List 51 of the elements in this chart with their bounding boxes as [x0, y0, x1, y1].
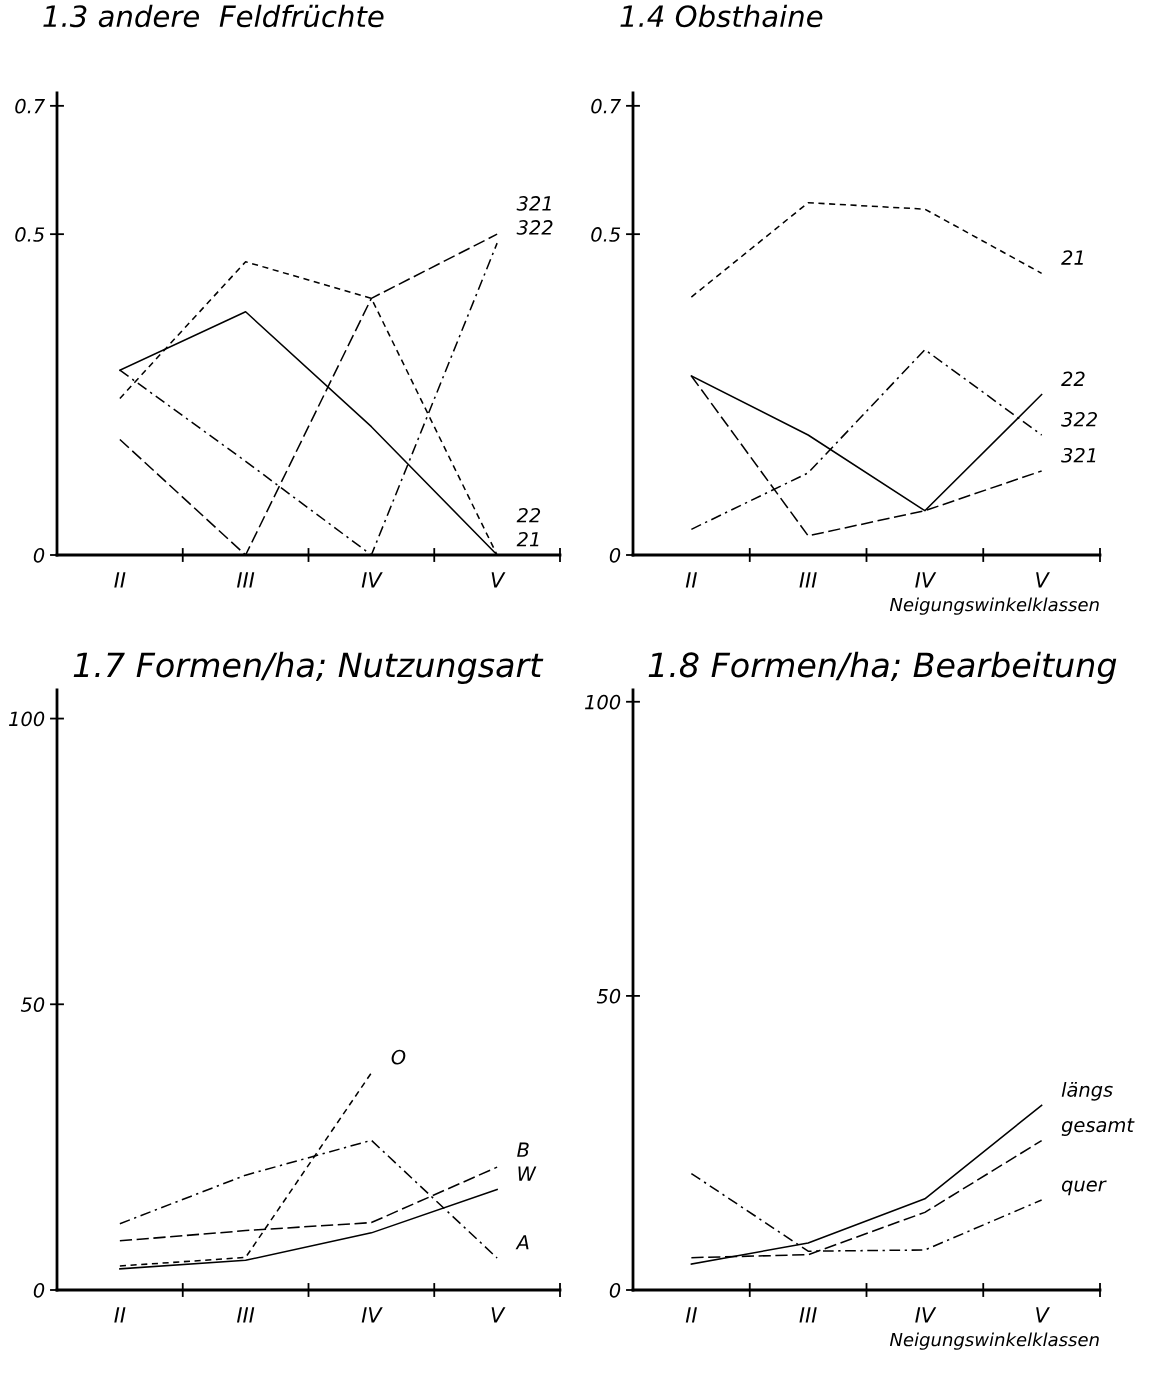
series-label: B: [517, 1142, 529, 1157]
series-label: 322: [1061, 411, 1097, 427]
series-label: 22: [1061, 371, 1085, 386]
x-tick-label: V: [1036, 572, 1050, 588]
series-label: 322: [516, 220, 553, 235]
y-tick-label: 0: [33, 1282, 45, 1298]
series-label: A: [515, 1235, 529, 1250]
chart-title: 1.4 Obsthaine: [620, 4, 823, 28]
x-tick-label: II: [685, 1307, 697, 1323]
x-tick-label: II: [114, 572, 126, 588]
x-tick-label: III: [236, 572, 255, 588]
series-label: 21: [516, 531, 539, 547]
x-axis-title: Neigungswinkelklassen: [889, 1332, 1099, 1350]
line-series: [690, 1104, 1043, 1265]
series-label: 321: [516, 196, 551, 211]
line-series: [690, 201, 1043, 298]
x-tick-label: III: [799, 1307, 817, 1323]
chart-title: 1.3 andere Feldfrüchte: [43, 4, 384, 28]
series-label: 22: [516, 507, 541, 523]
x-axis-title: Neigungswinkelklassen: [889, 597, 1099, 615]
chart-title: 1.8 Formen/ha; Bearbeitung: [648, 651, 1117, 684]
y-tick-label: 0: [609, 1282, 621, 1298]
y-tick-label: 0: [609, 547, 621, 563]
x-tick-label: III: [799, 572, 817, 588]
x-tick-label: V: [491, 1307, 506, 1323]
x-tick-label: III: [236, 1307, 255, 1323]
series-label: gesamt: [1061, 1118, 1135, 1136]
x-tick-label: V: [491, 572, 506, 588]
y-tick-label: 0.5: [591, 227, 621, 242]
y-tick-label: 50: [20, 997, 45, 1012]
y-tick-label: 0.5: [15, 227, 45, 242]
y-tick-label: 50: [596, 988, 621, 1004]
series-label: O: [391, 1049, 406, 1065]
x-tick-label: V: [1036, 1307, 1050, 1323]
x-tick-label: IV: [915, 1307, 937, 1323]
series-label: quer: [1061, 1180, 1107, 1196]
y-tick-label: 0: [33, 547, 45, 563]
x-tick-label: IV: [361, 1307, 383, 1323]
series-label: 21: [1061, 250, 1083, 265]
series-label: W: [518, 1166, 537, 1181]
series-label: 321: [1061, 447, 1096, 463]
y-tick-label: 0.7: [591, 98, 622, 114]
x-tick-label: IV: [915, 572, 937, 588]
y-tick-label: 100: [585, 694, 621, 710]
chart-title: 1.7 Formen/ha; Nutzungsart: [73, 651, 544, 684]
x-tick-label: IV: [361, 572, 383, 588]
x-tick-label: II: [685, 572, 697, 588]
y-tick-label: 0.7: [15, 98, 46, 114]
x-tick-label: II: [114, 1307, 126, 1323]
y-tick-label: 100: [9, 711, 45, 727]
series-label: längs: [1061, 1081, 1113, 1101]
